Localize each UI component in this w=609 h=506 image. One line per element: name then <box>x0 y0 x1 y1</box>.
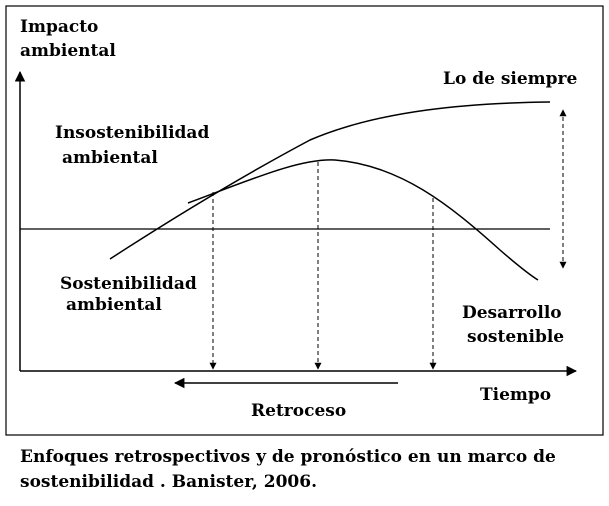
figure-frame <box>5 5 604 436</box>
business-as-usual-label: Lo de siempre <box>443 69 578 89</box>
unsustainable-zone-label-line2: ambiental <box>62 148 158 168</box>
y-axis-label-line1: Impacto <box>20 17 98 37</box>
caption-line2: sostenibilidad . Banister, 2006. <box>20 472 317 492</box>
backcasting-label: Retroceso <box>251 401 346 421</box>
sustainable-development-label-line1: Desarrollo <box>462 303 562 323</box>
unsustainable-zone-label-line1: Insostenibilidad <box>55 123 209 143</box>
business-as-usual-curve <box>109 101 551 260</box>
sustainable-zone-label-line1: Sostenibilidad <box>60 274 197 294</box>
sustainable-development-label-line2: sostenible <box>467 327 564 347</box>
sustainable-zone-label-line2: ambiental <box>66 295 162 315</box>
sustainable-development-curve <box>187 159 539 281</box>
caption-line1: Enfoques retrospectivos y de pronóstico … <box>20 447 556 467</box>
y-axis-label-line2: ambiental <box>20 41 116 61</box>
x-axis-label: Tiempo <box>480 385 551 405</box>
